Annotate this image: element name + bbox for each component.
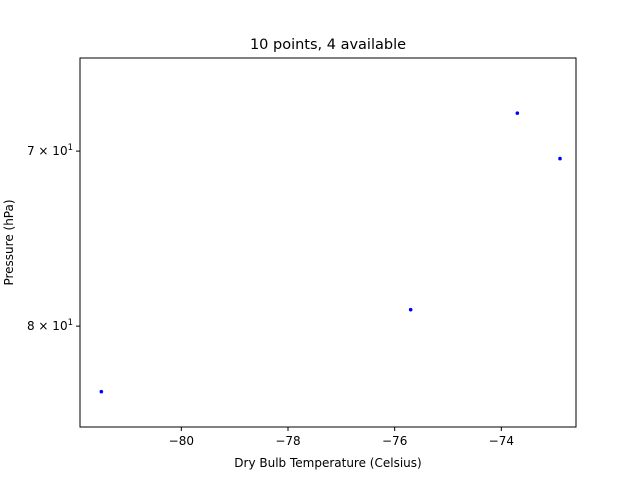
- chart-title: 10 points, 4 available: [250, 37, 406, 53]
- y-tick-label: 8 × 101: [27, 318, 73, 333]
- data-point: [558, 156, 562, 161]
- data-point: [99, 389, 104, 394]
- data-point: [515, 111, 520, 115]
- plot-area-frame: [79, 57, 577, 428]
- x-tick-label: −76: [382, 434, 407, 448]
- y-axis-ticks: 7 × 101 8 × 101: [27, 143, 80, 333]
- x-tick-label: −78: [275, 434, 300, 448]
- y-tick-label: 7 × 101: [27, 143, 73, 158]
- data-point: [408, 307, 413, 312]
- data-points: [99, 111, 562, 394]
- x-tick-label: −80: [169, 434, 194, 448]
- y-axis-label: Pressure (hPa): [2, 199, 16, 285]
- x-axis-ticks: −80 −78 −76 −74: [169, 427, 514, 448]
- x-axis-label: Dry Bulb Temperature (Celsius): [234, 456, 421, 470]
- x-tick-label: −74: [489, 434, 514, 448]
